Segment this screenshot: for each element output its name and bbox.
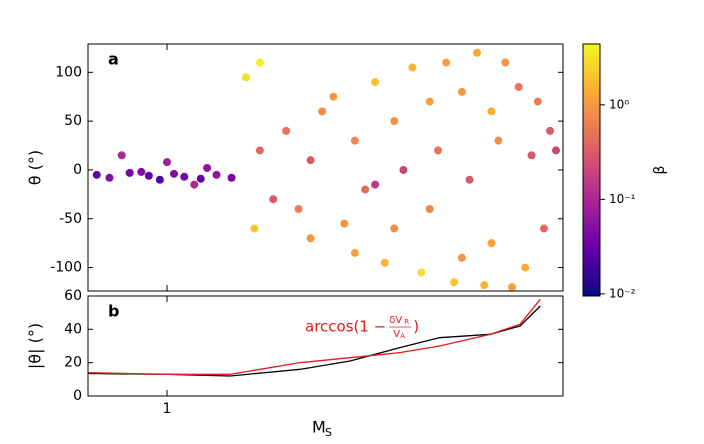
line xyxy=(87,298,541,375)
scatter-point xyxy=(318,107,327,116)
scatter-point xyxy=(442,58,451,67)
scatter-point xyxy=(551,146,560,155)
scatter-point xyxy=(105,173,114,182)
scatter-point xyxy=(465,175,474,184)
scatter-point xyxy=(546,126,555,135)
scatter-point xyxy=(361,185,370,194)
line xyxy=(87,305,541,377)
scatter-point xyxy=(371,180,380,189)
scatter-point xyxy=(450,278,459,287)
scatter-point xyxy=(457,253,466,262)
scatter-point xyxy=(163,158,172,167)
scatter-point xyxy=(425,204,434,213)
scatter-point xyxy=(417,268,426,277)
scatter-point xyxy=(390,224,399,233)
scatter-point xyxy=(255,58,264,67)
scatter-point xyxy=(203,163,212,172)
scatter-point xyxy=(190,180,199,189)
scatter-point xyxy=(472,48,481,57)
annotation: ) xyxy=(413,318,419,336)
scatter-point xyxy=(340,219,349,228)
scatter-point xyxy=(294,204,303,213)
x-axis-label: M xyxy=(312,418,326,437)
scatter-point xyxy=(494,136,503,145)
scatter-point xyxy=(255,146,264,155)
scatter-point xyxy=(521,263,530,272)
colorbar-tick-label: 10⁻² xyxy=(609,286,636,300)
scatter-point xyxy=(350,136,359,145)
scatter-point xyxy=(408,63,417,72)
scatter-point xyxy=(399,165,408,174)
scatter-point xyxy=(457,87,466,96)
y-tick-label: 0 xyxy=(73,388,82,404)
scatter-point xyxy=(306,156,315,165)
scatter-point xyxy=(533,97,542,106)
scatter-point xyxy=(329,92,338,101)
y-tick-label: 0 xyxy=(73,162,82,178)
scatter-point xyxy=(434,146,443,155)
colorbar-tick-label: 10⁰ xyxy=(609,97,629,111)
x-axis-label-sub: S xyxy=(325,426,332,439)
y-axis-label: |θ| (°) xyxy=(26,323,45,369)
scatter-point xyxy=(371,78,380,87)
scatter-point xyxy=(487,239,496,248)
panel-label: a xyxy=(108,50,119,69)
scatter-point xyxy=(282,126,291,135)
y-tick-label: 40 xyxy=(64,321,82,337)
panel-label: b xyxy=(108,302,119,321)
scatter-point xyxy=(196,174,205,183)
y-tick-label: -50 xyxy=(59,211,82,227)
scatter-point xyxy=(144,171,153,180)
colorbar-tick-label: 10⁻¹ xyxy=(609,192,636,206)
axes-frame xyxy=(87,43,564,292)
scatter-point xyxy=(117,151,126,160)
scatter-point xyxy=(125,168,134,177)
y-tick-label: 60 xyxy=(64,288,82,304)
colorbar xyxy=(583,44,600,296)
scatter-point xyxy=(508,283,517,291)
scatter-points xyxy=(92,48,560,291)
scatter-point xyxy=(425,97,434,106)
scatter-point xyxy=(390,117,399,126)
scatter-point xyxy=(170,169,179,178)
scatter-point xyxy=(212,170,221,179)
scatter-point xyxy=(155,175,164,184)
annotation-den-sub: A xyxy=(400,332,405,340)
scatter-point xyxy=(180,172,189,181)
y-tick-label: 100 xyxy=(55,64,82,80)
axes-frame xyxy=(87,295,564,397)
annotation: arccos(1 − xyxy=(305,318,386,336)
annotation-den: V xyxy=(393,329,400,340)
annotation-num: δV xyxy=(389,315,402,326)
y-axis-label: θ (°) xyxy=(26,150,45,185)
scatter-point xyxy=(242,73,251,82)
colorbar-label: β xyxy=(652,166,668,175)
scatter-point xyxy=(306,234,315,243)
annotation-num-sub: R xyxy=(404,318,409,326)
y-tick-label: 50 xyxy=(64,113,82,129)
scatter-point xyxy=(501,58,510,67)
scatter-point xyxy=(380,258,389,267)
scatter-point xyxy=(487,107,496,116)
colorbar-frame xyxy=(582,43,601,297)
scatter-point xyxy=(227,173,236,182)
y-tick-label: 20 xyxy=(64,355,82,371)
scatter-point xyxy=(527,151,536,160)
x-tick-label: 1 xyxy=(163,401,172,417)
scatter-point xyxy=(250,224,259,233)
scatter-point xyxy=(480,281,489,290)
scatter-point xyxy=(269,195,278,204)
scatter-point xyxy=(514,82,523,91)
scatter-point xyxy=(137,167,146,176)
scatter-point xyxy=(92,170,101,179)
y-tick-label: -100 xyxy=(50,260,82,276)
scatter-point xyxy=(350,248,359,257)
scatter-point xyxy=(539,224,548,233)
